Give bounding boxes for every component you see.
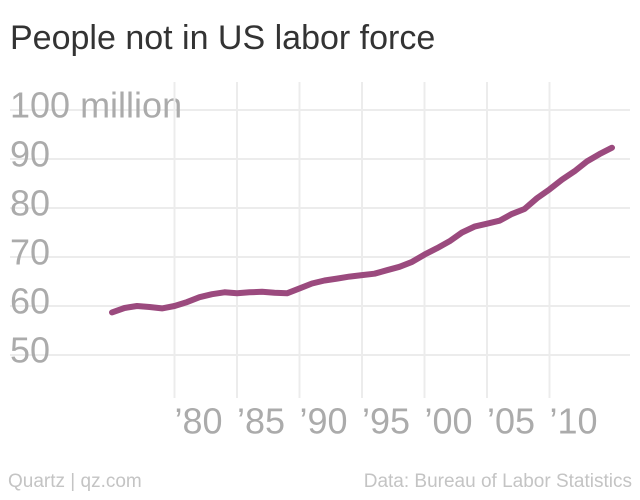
y-tick-label: 50 — [10, 330, 50, 371]
y-tick-label: 60 — [10, 281, 50, 322]
data-line — [109, 144, 615, 316]
y-tick-label: 70 — [10, 232, 50, 273]
x-tick-label: ’80 — [175, 401, 223, 442]
x-tick-label: ’00 — [425, 401, 473, 442]
x-tick-label: ’10 — [550, 401, 598, 442]
credit: Quartz | qz.com — [8, 471, 142, 492]
x-tick-label: ’95 — [362, 401, 410, 442]
x-tick-label: ’85 — [237, 401, 285, 442]
y-tick-label: 90 — [10, 134, 50, 175]
source: Data: Bureau of Labor Statistics — [364, 471, 632, 492]
y-tick-label: 100 million — [10, 85, 182, 126]
chart-title: People not in US labor force — [10, 19, 435, 57]
x-tick-label: ’05 — [487, 401, 535, 442]
y-tick-label: 80 — [10, 183, 50, 224]
x-tick-label: ’90 — [300, 401, 348, 442]
